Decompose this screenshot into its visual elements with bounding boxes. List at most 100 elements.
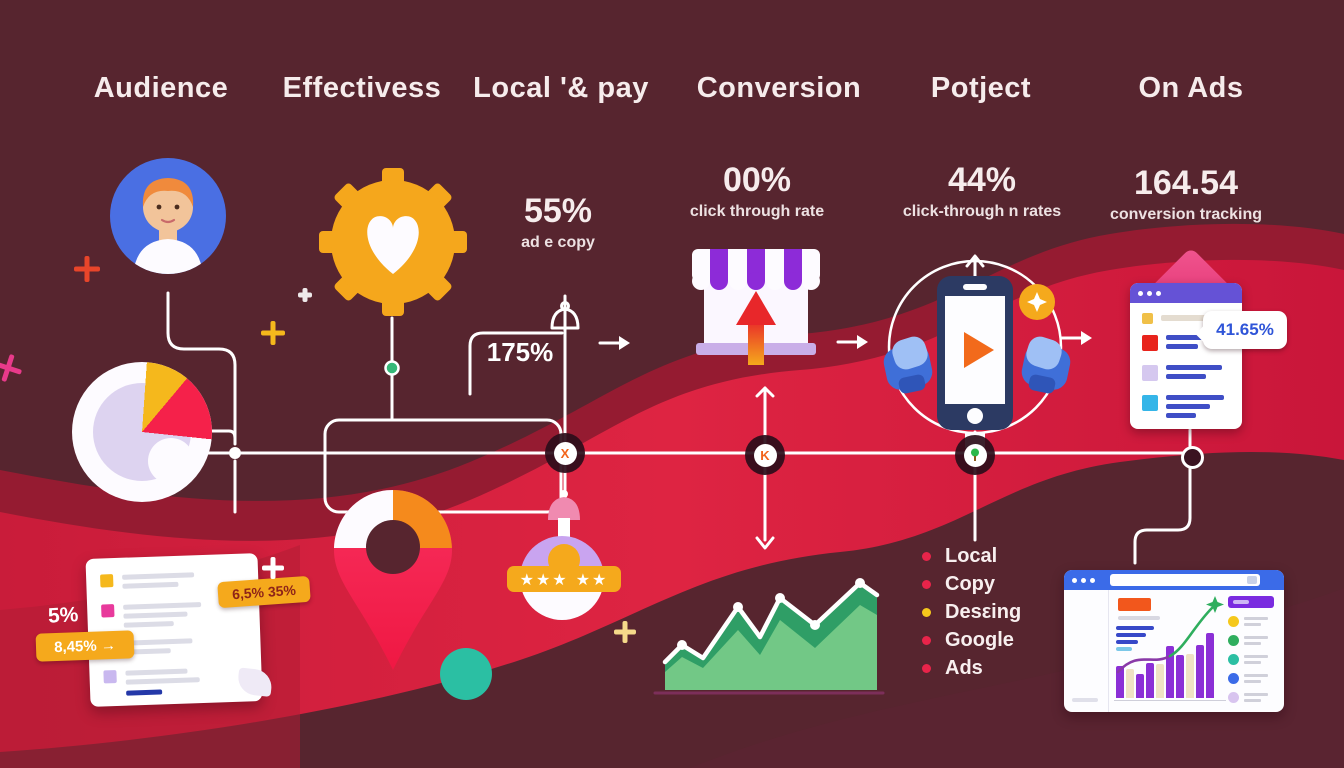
stat-ad-copy: 55% ad e copy xyxy=(473,192,643,252)
text-block xyxy=(1116,626,1154,651)
bar xyxy=(1176,655,1184,698)
area-dots xyxy=(677,578,865,650)
panel-circle-icon xyxy=(1228,692,1239,703)
map-pin-icon xyxy=(334,490,452,670)
area-line xyxy=(662,580,880,665)
bar xyxy=(1156,664,1164,698)
legend-label: Local xyxy=(945,545,998,567)
phone-video-icon xyxy=(883,259,1071,448)
node-inner: X xyxy=(553,441,577,465)
browser-window-icon xyxy=(1130,283,1242,429)
bar xyxy=(1146,663,1154,698)
legend-item: Desεing xyxy=(922,601,1022,623)
panel-row xyxy=(1228,616,1278,627)
sparkle-icon xyxy=(1206,596,1224,613)
stat-label: ad e copy xyxy=(521,233,595,251)
column-title-on-ads: On Ads xyxy=(1138,72,1244,104)
legend-label: Desεing xyxy=(945,601,1022,623)
analytics-browser-icon xyxy=(1064,570,1284,712)
legend-bullet-icon xyxy=(922,580,931,589)
doc-bullet-square xyxy=(101,604,115,618)
percent-badge: 41.65% xyxy=(1203,311,1287,349)
text-line xyxy=(1161,315,1215,321)
audience-avatar-icon xyxy=(110,158,226,274)
junction-dot xyxy=(229,447,241,459)
percent-badge-value: 41.65% xyxy=(1216,320,1274,339)
legend-bullet-icon xyxy=(922,608,931,617)
pin-icon xyxy=(971,448,979,461)
area-dot xyxy=(810,620,820,630)
document-icon xyxy=(85,553,263,707)
area-dot xyxy=(677,640,687,650)
bar xyxy=(1186,654,1194,698)
bar xyxy=(1206,633,1214,698)
connector-node-pin xyxy=(955,435,995,475)
area-front xyxy=(665,605,877,690)
teal-circle-shape xyxy=(440,648,492,700)
browser-titlebar xyxy=(1130,283,1242,303)
trend-line-icon xyxy=(1116,596,1224,674)
browser-titlebar xyxy=(1064,570,1284,590)
column-title-effectivess: Effectivess xyxy=(282,72,442,104)
bar xyxy=(1116,666,1124,698)
legend-item: Google xyxy=(922,629,1021,651)
pie-wedges xyxy=(72,362,212,502)
area-chart-svg xyxy=(653,578,885,695)
stat-value: 164.54 xyxy=(1134,164,1238,202)
stat-label: click-through n rates xyxy=(902,202,1062,220)
legend-item: Ads xyxy=(922,657,1021,679)
node-inner xyxy=(963,443,987,467)
doc-bullet-square xyxy=(100,574,114,588)
arrow-right-icon xyxy=(836,335,868,349)
stat-value: 55% xyxy=(523,192,593,230)
legend-label: Ads xyxy=(945,657,983,679)
path-percent-label: 175% xyxy=(486,337,554,367)
column-title-conversion: Conversion xyxy=(696,72,862,104)
stat-click-through: 00% click through rate xyxy=(672,162,842,221)
legend-bullet-icon xyxy=(922,664,931,673)
bar xyxy=(1136,674,1144,698)
panel-circle-icon xyxy=(1228,616,1239,627)
milestone-dot-green xyxy=(384,360,400,376)
bar xyxy=(1126,669,1134,698)
stat-click-through-rates: 44% click-through n rates xyxy=(897,161,1067,221)
plus-icon xyxy=(74,256,100,282)
window-dot-icon xyxy=(1090,577,1095,583)
panel-row xyxy=(1228,692,1278,703)
column-title-potject: Potject xyxy=(930,72,1032,104)
legend-bullet-icon xyxy=(922,636,931,645)
window-dot-icon xyxy=(1156,290,1161,296)
gear-heart-icon xyxy=(319,168,467,316)
window-dot-icon xyxy=(1147,290,1152,296)
panel-row xyxy=(1228,635,1278,646)
chart-axis xyxy=(1114,700,1226,701)
panel-row xyxy=(1228,654,1278,665)
stat-label: conversion tracking xyxy=(1109,205,1263,223)
hand-left-icon xyxy=(883,336,933,394)
stat-conversion-tracking: 164.54 conversion tracking xyxy=(1101,164,1271,224)
doc-tag-left: 8,45% → xyxy=(35,630,135,662)
doc-percent-note: 5% xyxy=(47,603,79,628)
stat-value: 44% xyxy=(947,161,1017,199)
pie-chart-icon xyxy=(72,362,212,502)
window-dot-icon xyxy=(1138,290,1143,296)
doc-highlight-bar xyxy=(126,689,163,696)
legend-bullet-icon xyxy=(922,552,931,561)
list-bullet-square xyxy=(1142,395,1158,411)
list-bullet-square xyxy=(1142,365,1158,381)
area-dot xyxy=(855,578,865,588)
bell-outline-icon-top xyxy=(560,301,570,311)
arrow-right-icon xyxy=(1060,331,1092,345)
stat-label: click through rate xyxy=(689,202,825,220)
text-line xyxy=(1118,616,1160,620)
arrow-right-icon xyxy=(598,336,630,350)
rating-stars: ★★★ ★★ xyxy=(520,570,609,589)
browser-sidebar xyxy=(1064,590,1109,712)
hand-right-icon xyxy=(1021,336,1071,394)
doc-bullet-square xyxy=(103,670,117,684)
panel-circle-icon xyxy=(1228,635,1239,646)
area-dot xyxy=(775,593,785,603)
column-title-audience: Audience xyxy=(93,72,229,104)
